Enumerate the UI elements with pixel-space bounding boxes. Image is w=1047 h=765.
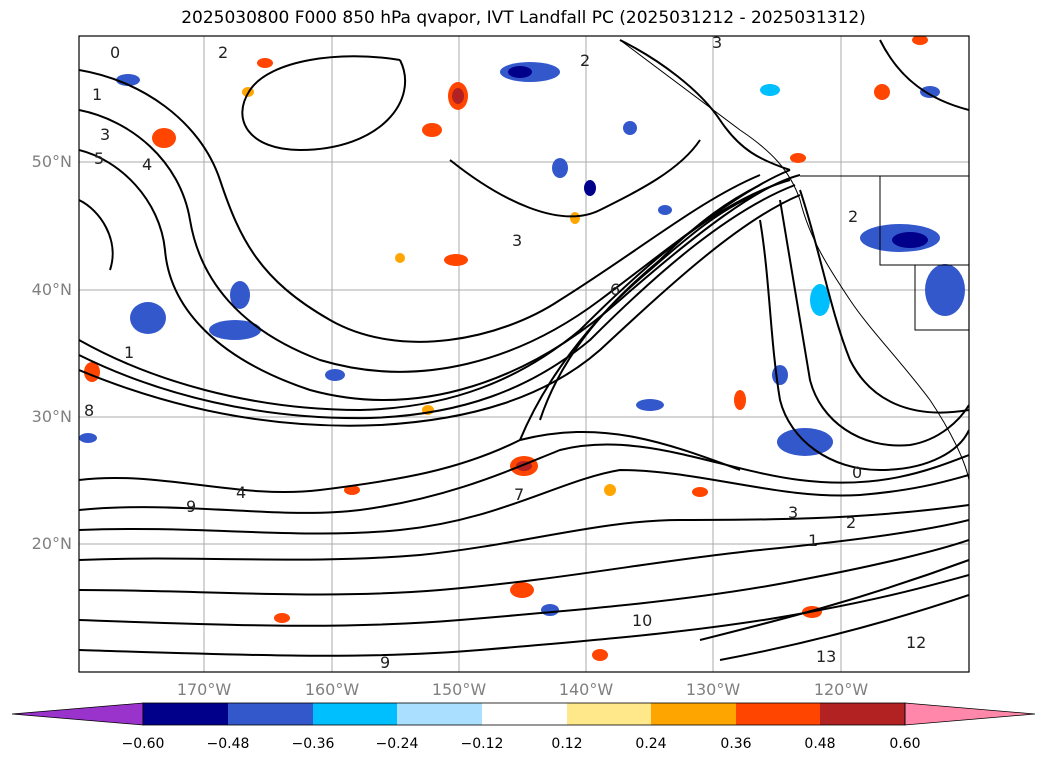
contour-label: 1 bbox=[808, 531, 818, 550]
colorbar-frame bbox=[142, 702, 906, 726]
contour-label: 13 bbox=[816, 647, 836, 666]
contour-label: 0 bbox=[110, 43, 120, 62]
colorbar-tick-label: −0.12 bbox=[460, 736, 504, 752]
colorbar-bin bbox=[397, 703, 482, 725]
contour-label: 2 bbox=[848, 207, 858, 226]
contour-label: 1 bbox=[92, 85, 102, 104]
contour-label: 3 bbox=[788, 503, 798, 522]
lon-label: 170°W bbox=[176, 680, 232, 699]
contour-label: 9 bbox=[380, 653, 390, 672]
contour-label: 4 bbox=[236, 483, 246, 502]
colorbar-tick-label: 0.24 bbox=[635, 736, 667, 752]
colorbar-bin bbox=[143, 703, 228, 725]
contour-label: 2 bbox=[580, 51, 590, 70]
colorbar-bin bbox=[820, 703, 905, 725]
contour-label: 3 bbox=[512, 231, 522, 250]
colorbar-bin bbox=[313, 703, 397, 725]
contour-label: 6 bbox=[610, 280, 620, 299]
plot-title: 2025030800 F000 850 hPa qvapor, IVT Land… bbox=[181, 8, 866, 28]
colorbar-bin bbox=[651, 703, 736, 725]
map-background bbox=[79, 36, 969, 672]
colorbar-bin bbox=[736, 703, 820, 725]
contour-label: 5 bbox=[94, 149, 104, 168]
coastlines bbox=[619, 39, 969, 481]
contour-label: 3 bbox=[712, 33, 722, 52]
colorbar-tick-label: −0.36 bbox=[291, 736, 335, 752]
lat-label: 40°N bbox=[31, 280, 72, 299]
lon-label: 140°W bbox=[558, 680, 614, 699]
colorbar-extend-low bbox=[11, 702, 144, 726]
colorbar-tick-label: −0.48 bbox=[206, 736, 250, 752]
lat-label: 30°N bbox=[31, 407, 72, 426]
contour-label: 9 bbox=[186, 497, 196, 516]
colorbar-extend-high bbox=[904, 702, 1036, 726]
contour-label: 8 bbox=[84, 401, 94, 420]
lon-label: 120°W bbox=[813, 680, 869, 699]
colorbar-bin bbox=[228, 703, 313, 725]
colorbar-bin bbox=[482, 703, 567, 725]
contour-label: 12 bbox=[906, 633, 926, 652]
contour-label: 3 bbox=[100, 125, 110, 144]
colorbar-tick-label: 0.36 bbox=[720, 736, 752, 752]
lon-label: 150°W bbox=[431, 680, 487, 699]
colorbar-tick-label: −0.60 bbox=[121, 736, 165, 752]
colorbar-tick-label: 0.60 bbox=[889, 736, 921, 752]
map-frame bbox=[78, 35, 970, 673]
ivt-contours bbox=[79, 39, 969, 661]
contour-label: 0 bbox=[852, 463, 862, 482]
contour-label: 2 bbox=[218, 43, 228, 62]
contour-label: 7 bbox=[514, 485, 524, 504]
colorbar-bin bbox=[567, 703, 651, 725]
lat-label: 20°N bbox=[31, 534, 72, 553]
contour-label: 10 bbox=[632, 611, 652, 630]
colorbar-tick-label: 0.48 bbox=[804, 736, 836, 752]
contour-label: 2 bbox=[846, 513, 856, 532]
contour-label: 4 bbox=[142, 155, 152, 174]
lat-label: 50°N bbox=[31, 152, 72, 171]
colorbar-tick-label: 0.12 bbox=[551, 736, 583, 752]
positive-anomaly-fills bbox=[84, 36, 928, 661]
contour-label-group: 0 2 3 1 3 5 4 2 3 2 6 1 8 0 9 7 1 4 10 9… bbox=[84, 33, 926, 672]
contour-label: 1 bbox=[124, 343, 134, 362]
lon-label: 160°W bbox=[304, 680, 360, 699]
colorbar-tick-label: −0.24 bbox=[375, 736, 419, 752]
negative-anomaly-fills bbox=[79, 62, 965, 616]
colorbar bbox=[11, 702, 1036, 726]
lon-label: 130°W bbox=[685, 680, 741, 699]
